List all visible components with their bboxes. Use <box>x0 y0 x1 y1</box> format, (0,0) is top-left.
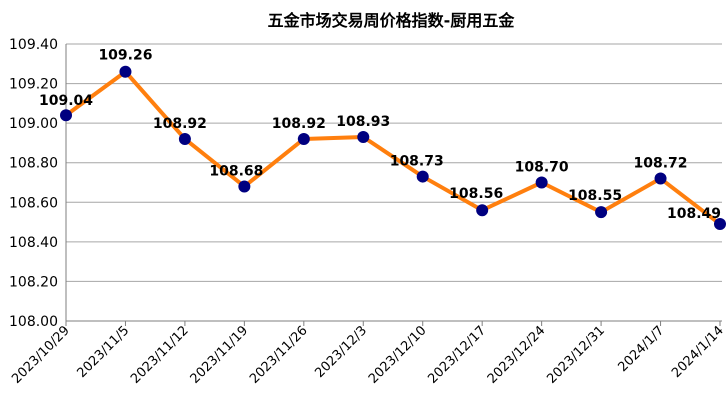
x-tick-label: 2023/11/19 <box>188 323 252 387</box>
data-point-marker <box>535 176 548 189</box>
data-label: 109.26 <box>98 48 152 64</box>
x-tick-label: 2023/12/31 <box>544 323 608 387</box>
data-label: 108.55 <box>568 188 622 204</box>
y-tick-label: 108.60 <box>9 195 58 211</box>
y-axis-ticks: 108.00 108.20 108.40 108.60 108.80 109.00 109.… <box>9 37 58 330</box>
y-tick-label: 109.20 <box>9 77 58 93</box>
y-tick-label: 108.00 <box>9 314 58 330</box>
data-label: 108.73 <box>390 154 444 170</box>
data-label: 108.92 <box>153 116 207 132</box>
x-tick-label: 2023/10/29 <box>9 323 73 387</box>
y-tick-label: 108.20 <box>9 274 58 290</box>
data-label: 108.68 <box>209 163 263 179</box>
x-tick-label: 2023/12/24 <box>485 323 549 387</box>
x-axis-ticks: 2023/10/29 2023/11/52023/11/122023/11/192… <box>9 323 727 387</box>
y-tick-label: 108.80 <box>9 156 58 172</box>
data-point-marker <box>119 65 132 78</box>
data-point-marker <box>714 218 726 231</box>
series-markers <box>60 65 726 231</box>
x-tick-label: 2023/11/12 <box>128 323 192 387</box>
data-point-marker <box>595 206 608 219</box>
data-label: 109.04 <box>39 93 93 109</box>
x-tick-label: 2023/11/5 <box>75 323 133 381</box>
data-point-marker <box>297 132 310 145</box>
data-point-marker <box>60 109 72 122</box>
data-point-marker <box>178 132 191 145</box>
data-label: 108.72 <box>634 156 688 172</box>
data-point-marker <box>357 130 370 143</box>
series-line <box>64 69 722 226</box>
grid-lines <box>66 43 722 322</box>
x-tick-label: 2023/11/26 <box>247 323 311 387</box>
data-label: 108.56 <box>449 186 503 202</box>
data-label: 108.93 <box>336 114 390 130</box>
data-point-marker <box>654 172 667 185</box>
x-tick-label: 2023/12/10 <box>366 323 430 387</box>
x-tick-label: 2023/12/17 <box>425 323 489 387</box>
data-label: 108.49 <box>667 206 721 222</box>
data-point-marker <box>416 170 429 183</box>
data-label: 108.70 <box>515 160 569 176</box>
x-tick-label: 2024/1/7 <box>615 323 667 375</box>
data-point-marker <box>476 204 489 217</box>
y-tick-label: 108.40 <box>9 235 58 251</box>
data-label: 108.92 <box>272 116 326 132</box>
chart-title: 五金市场交易周价格指数-厨用五金 <box>268 11 516 30</box>
axes <box>65 44 722 326</box>
series-line-path <box>64 69 722 226</box>
data-labels: 109.04 109.26 108.92 108.68 108.92 108.93 108.… <box>39 48 721 222</box>
y-tick-label: 109.00 <box>9 116 58 132</box>
x-tick-label: 2024/1/14 <box>669 323 727 381</box>
y-tick-label: 109.40 <box>9 37 58 53</box>
x-tick-label: 2023/12/3 <box>312 323 370 381</box>
data-point-marker <box>238 180 251 193</box>
